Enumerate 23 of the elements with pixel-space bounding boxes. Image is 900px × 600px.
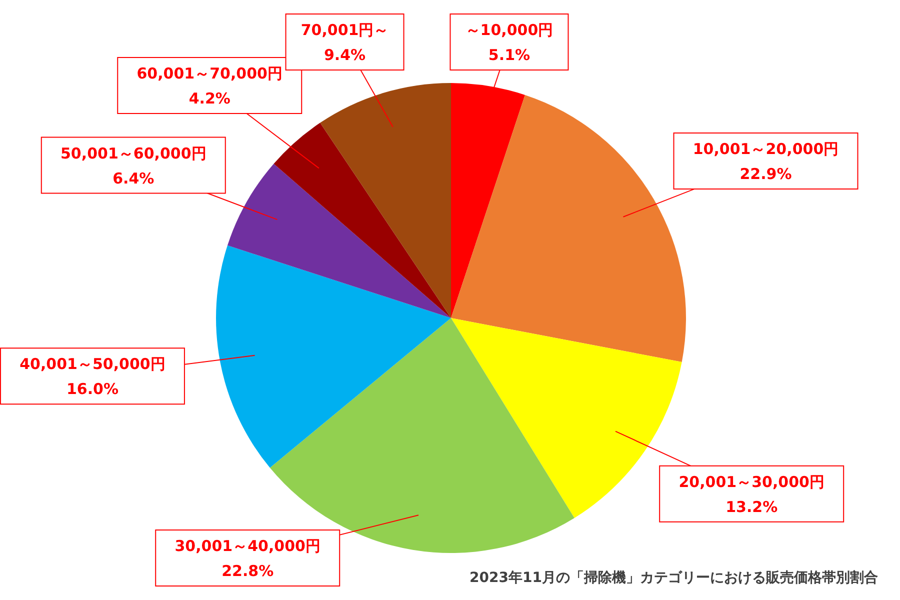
data-label: 5.1% [488,46,530,64]
pie-slice [451,318,682,518]
data-label: 9.4% [324,46,366,64]
pie-slice [216,245,451,468]
data-label: 22.8% [222,562,274,580]
slice-label: 50,001～60,000円 [60,144,206,162]
text: 2023年11月の「掃除機」カテゴリーにおける販売価格帯別割合 [470,569,878,586]
slice-label: 20,001～30,000円 [678,472,824,491]
pie-slice [228,164,451,318]
data-label: 22.9% [740,165,792,184]
slice-label: 70,001円～ [300,21,389,39]
pie-slice [274,122,451,318]
slice-label: 60,001～70,000円 [136,64,283,82]
slice-label: 40,001～50,000円 [20,355,166,374]
slice-label: ～10,000円 [465,21,554,39]
slice-label: 30,001～40,000円 [174,537,320,555]
pie-slice [320,83,451,318]
slice-label: 10,001～20,000円 [692,140,839,158]
data-label: 16.0% [66,380,118,398]
pie-slice [451,94,686,362]
data-label: 4.2% [188,89,230,108]
data-label: 6.4% [112,169,154,188]
data-label: 13.2% [726,498,778,516]
